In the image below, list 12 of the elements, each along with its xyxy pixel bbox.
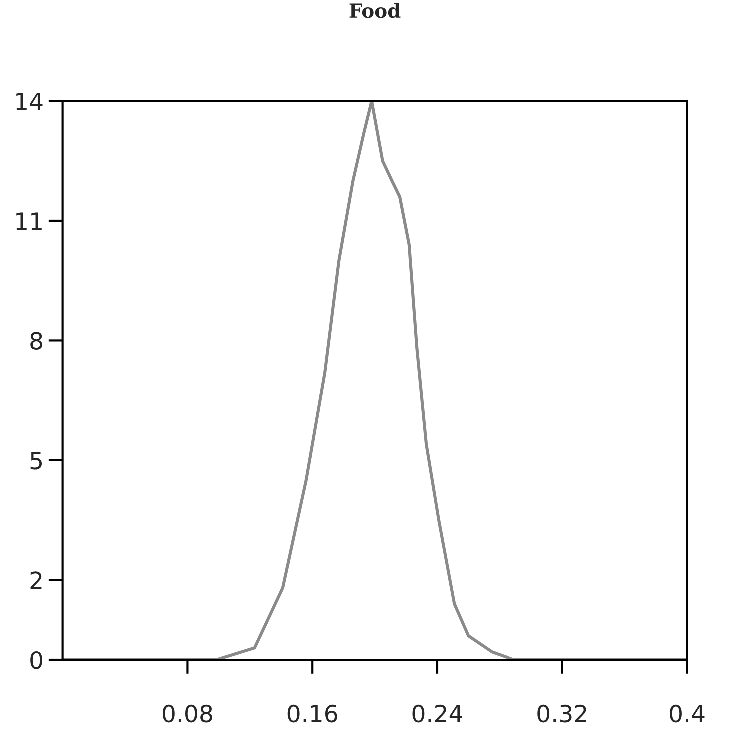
y-tick-label: 0 xyxy=(30,651,42,670)
y-tick-label: 2 xyxy=(30,572,42,590)
x-tick-label: 0.24 xyxy=(412,704,462,723)
y-tick-label: 11 xyxy=(16,212,42,230)
x-tick-label: 0.16 xyxy=(288,704,338,723)
y-tick-label: 14 xyxy=(16,93,43,110)
y-tick-label: 8 xyxy=(30,332,42,350)
x-tick-label: 0.4 xyxy=(670,704,705,723)
x-tick-label: 0.08 xyxy=(162,704,212,723)
y-tick-label: 5 xyxy=(30,452,42,470)
chart-title: Food xyxy=(350,3,401,18)
x-tick-label: 0.32 xyxy=(538,704,586,723)
